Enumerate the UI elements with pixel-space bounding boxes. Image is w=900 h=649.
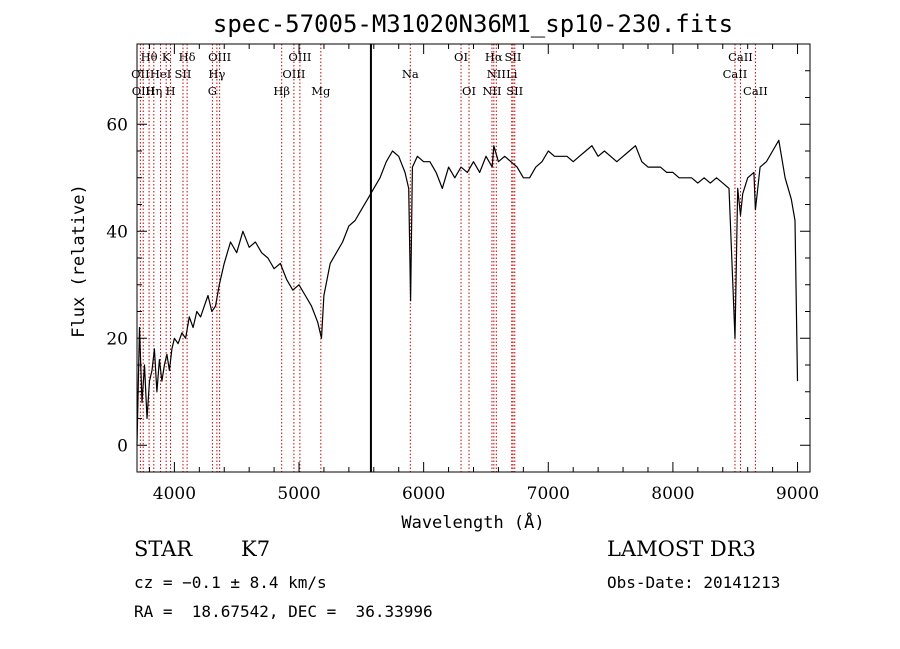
x-tick-label: 6000: [402, 484, 445, 504]
x-tick-label: 5000: [277, 484, 320, 504]
spectral-line-label: OIII: [282, 67, 305, 81]
spectral-line-label: Mg: [311, 84, 331, 98]
spectral-line-label: SII: [506, 84, 523, 98]
spectral-line-label: OIII: [208, 50, 231, 64]
plot-border: [136, 43, 811, 473]
spectral-line-label: G: [208, 84, 217, 98]
object-class: STAR: [134, 537, 193, 561]
spectral-line-label: OI: [454, 50, 468, 64]
spectral-line-markers: [139, 44, 756, 472]
y-tick-label: 40: [106, 222, 128, 242]
x-tick-label: 7000: [527, 484, 570, 504]
spectral-line-label: Hη: [145, 84, 162, 98]
redshift-cz: cz = −0.1 ± 8.4 km/s: [134, 573, 327, 592]
x-tick-label: 4000: [153, 484, 196, 504]
obs-date: Obs-Date: 20141213: [607, 573, 781, 592]
spectral-line-label: Hα: [485, 50, 503, 64]
spectral-line-label: Na: [402, 67, 419, 81]
spectral-line-label: Hβ: [273, 84, 290, 98]
spectral-line-label: SII: [175, 67, 192, 81]
x-axis-label: Wavelength (Å): [401, 511, 544, 533]
spectral-line-label: Hγ: [208, 67, 225, 81]
line-labels: Hθ OII OIII K HeI Hη SII H Hδ OIII Hγ G OIII OIII Hβ Mg…: [131, 50, 768, 98]
spectral-line-label: NII: [482, 84, 501, 98]
spectral-line-label: Hθ: [141, 50, 158, 64]
spectral-line-label: Hδ: [179, 50, 196, 64]
spectral-line-label: H: [166, 84, 176, 98]
chart-title: spec-57005-M31020N36M1_sp10-230.fits: [213, 10, 733, 38]
object-subclass: K7: [241, 537, 271, 561]
spectral-line-label: CaII: [728, 50, 753, 64]
axis-ticks: 4000 5000 6000 7000 8000 9000 0 20 40 60: [106, 44, 819, 504]
spectral-line-label: OII: [131, 67, 150, 81]
spectral-line-label: OI: [462, 84, 476, 98]
ra-dec: RA = 18.67542, DEC = 36.33996: [134, 602, 433, 621]
spectral-line-label: SII: [505, 50, 522, 64]
spectrum-series: [136, 139, 799, 446]
y-axis-label: Flux (relative): [69, 184, 89, 338]
spectral-line-label: OIII: [132, 84, 155, 98]
x-tick-label: 8000: [651, 484, 694, 504]
y-tick-label: 20: [106, 329, 128, 349]
plot-frame: [136, 43, 811, 473]
y-tick-label: 0: [117, 436, 128, 456]
spectral-line-label: OIII: [288, 50, 311, 64]
spectral-line-label: K: [162, 50, 171, 64]
survey-name: LAMOST DR3: [607, 537, 756, 561]
spectral-line-label: HeI: [150, 67, 171, 81]
spectral-line-label: CaII: [723, 67, 748, 81]
spectral-line-label: Li: [506, 67, 518, 81]
spectral-line-label: CaII: [743, 84, 768, 98]
x-tick-label: 9000: [776, 484, 819, 504]
spectrum-line: [136, 139, 799, 446]
spectral-line-label: NII: [487, 67, 506, 81]
y-tick-label: 60: [106, 115, 128, 135]
